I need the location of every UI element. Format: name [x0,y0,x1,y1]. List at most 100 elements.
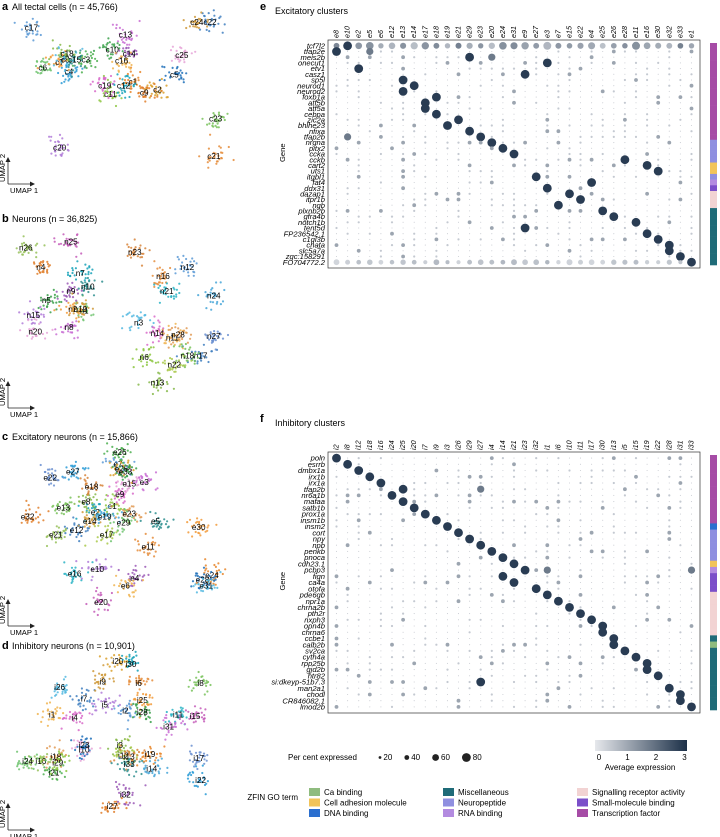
umap-point [130,703,133,706]
expression-dot [469,482,471,484]
cluster-column-label: e30 [653,26,662,38]
expression-dot [390,215,394,218]
expression-dot [657,255,659,258]
expression-dot [413,244,416,247]
expression-dot [435,164,437,166]
expression-dot [546,250,548,252]
umap-point [206,526,209,529]
umap-point [215,118,218,121]
expression-dot [346,78,349,82]
expression-dot [480,153,482,155]
expression-dot [679,102,681,104]
expression-dot [435,221,437,223]
expression-dot [557,255,559,258]
expression-dot [590,124,593,127]
expression-dot [591,142,593,144]
expression-dot [345,209,350,213]
expression-dot [646,244,648,246]
cluster-column-label: e29 [465,26,474,38]
expression-dot [523,140,527,145]
expression-dot [668,102,670,104]
umap-point [63,755,66,758]
expression-dot [513,170,515,172]
umap-point [127,459,130,462]
expression-dot [490,78,493,82]
cluster-label: i8 [197,679,204,688]
expression-dot [668,84,671,87]
expression-dot [524,176,526,178]
umap-point [28,29,31,32]
umap-point [97,698,100,701]
umap-point [96,681,99,684]
umap-point [48,701,52,704]
expression-dot [480,463,482,465]
expression-dot [424,488,426,490]
expression-dot [679,193,681,195]
expression-dot [568,50,571,53]
cluster-column-label: e1 [686,30,695,38]
expression-dot [347,170,349,172]
expression-dot [480,130,482,132]
cluster-column-label: i3 [442,444,451,450]
expression-dot [502,102,504,104]
umap-point [77,524,80,527]
expression-dot [520,69,530,79]
expression-dot [534,226,539,230]
umap-point [144,532,147,536]
expression-dot [480,457,482,459]
expression-dot [502,50,504,53]
cluster-column-label: e11 [631,27,640,38]
umap-point [158,525,161,529]
expression-dot [501,72,505,77]
go-term-bar [710,660,717,667]
expression-dot [335,221,338,223]
expression-dot [679,244,682,247]
expression-dot [402,62,404,64]
expression-dot [511,259,517,266]
expression-dot [546,136,548,138]
expression-dot [690,175,693,178]
umap-point [196,362,199,365]
expression-dot [457,463,460,465]
umap-point [165,733,168,736]
umap-point [124,55,127,58]
expression-dot [435,124,437,127]
expression-dot [557,187,559,189]
umap-point [157,371,160,374]
expression-dot [657,73,659,75]
expression-dot [588,259,595,266]
expression-dot [657,176,659,178]
expression-dot [502,210,504,212]
expression-dot [391,113,393,115]
go-term-bar [710,242,717,249]
expression-dot [690,244,693,246]
expression-dot [457,215,460,218]
umap-point [215,523,218,526]
umap-point [208,122,211,125]
umap-point [217,113,220,116]
umap-point [135,348,138,351]
expression-dot [524,90,526,92]
umap-point [94,90,97,93]
expression-dot [612,481,615,485]
umap-point [35,753,39,756]
cluster-label: i11 [173,711,184,720]
umap-panel-d: d Inhibitory neurons (n = 10,901)UMAP 1UM… [0,640,212,837]
umap-point [205,307,208,310]
expression-dot [346,192,349,195]
umap-point [167,324,170,327]
expression-dot [390,118,394,121]
expression-dot [413,142,415,144]
umap-point [84,708,87,711]
umap-point [145,363,148,366]
expression-dot [402,73,404,75]
umap-point [54,140,57,144]
expression-dot [424,68,426,70]
umap-point [177,58,180,61]
umap-point [53,309,56,312]
umap-point [178,291,181,295]
expression-dot [546,488,548,490]
cluster-column-label: e24 [498,26,507,38]
umap-point [165,710,168,714]
expression-dot [446,101,449,104]
